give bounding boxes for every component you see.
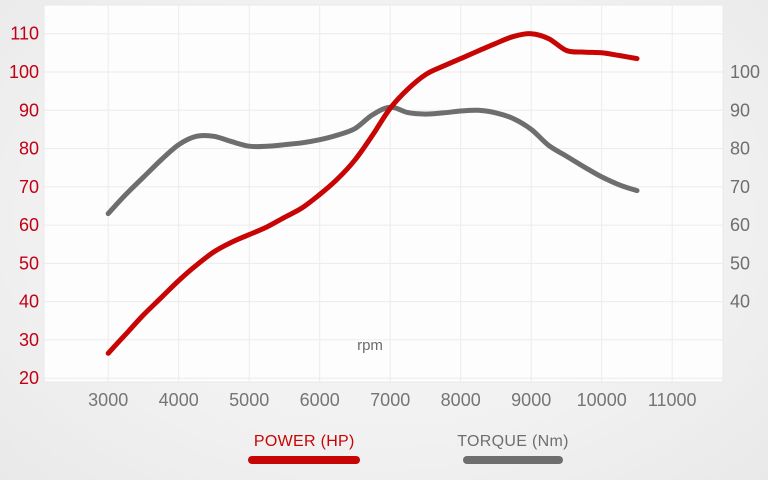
power-hp-curve: [105, 31, 640, 356]
legend-label-power: POWER (HP): [253, 433, 355, 450]
y-axis-left-tick-label: 80: [19, 139, 39, 159]
y-axis-left-tick-label: 100: [9, 62, 39, 82]
x-axis-tick-label: 9000: [511, 390, 551, 410]
y-axis-left-tick-label: 70: [19, 177, 39, 197]
legend-line-swatch-torque: [462, 456, 563, 464]
x-axis-title: rpm: [357, 337, 383, 354]
y-axis-left-tick-label: 20: [19, 368, 39, 388]
y-axis-left-tick-label: 50: [19, 253, 39, 273]
x-axis-tick-label: 4000: [159, 390, 199, 410]
y-axis-left-tick-label: 90: [19, 100, 39, 120]
y-axis-right-tick-label: 80: [730, 139, 750, 159]
y-axis-left-tick-label: 60: [19, 215, 39, 235]
y-axis-right-tick-label: 100: [730, 62, 760, 82]
y-axis-left-tick-label: 110: [10, 24, 39, 44]
x-axis-tick-label: 8000: [441, 390, 481, 410]
y-axis-right-tick-label: 90: [730, 100, 750, 120]
y-axis-right-tick-label: 70: [730, 177, 750, 197]
chart-legend: POWER (HP) TORQUE (Nm): [0, 433, 768, 464]
y-axis-right-tick-label: 40: [730, 292, 750, 312]
plot-area: [43, 4, 724, 383]
y-axis-right-tick-label: 50: [730, 253, 750, 273]
x-axis-tick-label: 10000: [577, 390, 627, 410]
x-axis-tick-label: 7000: [370, 390, 410, 410]
y-axis-left-tick-label: 40: [19, 292, 39, 312]
legend-line-swatch-power: [248, 456, 361, 464]
legend-item-torque[interactable]: TORQUE (Nm): [457, 433, 568, 464]
x-axis-tick-label: 11000: [648, 390, 697, 410]
legend-item-power[interactable]: POWER (HP): [248, 433, 361, 464]
x-axis-tick-label: 5000: [229, 390, 269, 410]
y-axis-left-tick-label: 30: [19, 330, 39, 350]
x-axis-tick-label: 6000: [300, 390, 340, 410]
y-axis-right-tick-label: 60: [730, 215, 750, 235]
legend-label-torque: TORQUE (Nm): [457, 433, 569, 450]
torque-nm-curve: [105, 104, 640, 217]
x-axis-tick-label: 3000: [88, 390, 128, 410]
